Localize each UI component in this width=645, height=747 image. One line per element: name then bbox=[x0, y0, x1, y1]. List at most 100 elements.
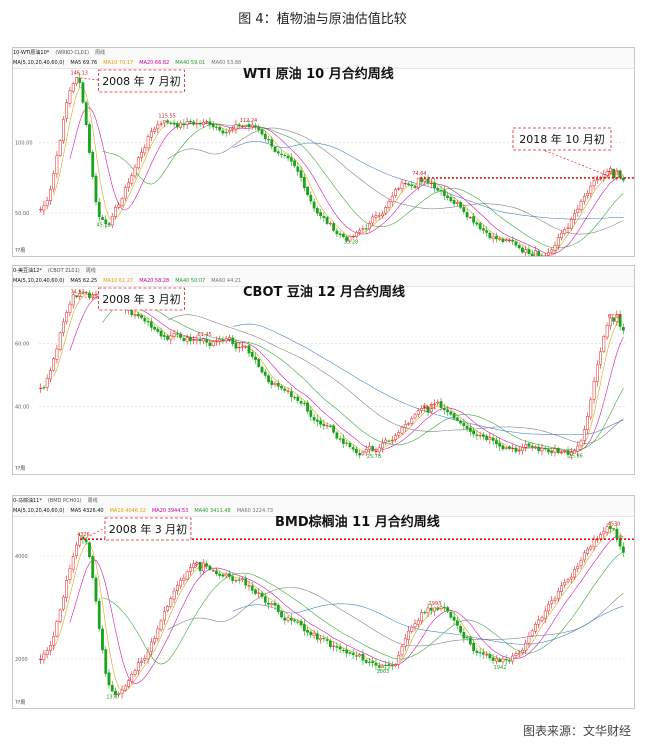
candle bbox=[455, 416, 459, 422]
candle bbox=[524, 439, 528, 452]
candle bbox=[215, 568, 218, 577]
candle-body bbox=[283, 155, 287, 157]
candle bbox=[573, 566, 576, 580]
candle-body bbox=[605, 526, 609, 533]
candle bbox=[78, 73, 82, 88]
candle-body bbox=[211, 570, 215, 572]
candle bbox=[368, 220, 371, 232]
candle bbox=[221, 128, 225, 136]
candle-body bbox=[446, 409, 449, 413]
candle-body bbox=[172, 590, 176, 600]
candle-body bbox=[374, 450, 378, 452]
candle bbox=[452, 196, 456, 208]
candle-body bbox=[368, 446, 371, 450]
candle bbox=[368, 657, 371, 667]
candle bbox=[550, 447, 554, 456]
candle-body bbox=[270, 380, 274, 385]
candle-body bbox=[592, 180, 596, 186]
candle-body bbox=[228, 129, 231, 133]
candle-body bbox=[208, 342, 212, 346]
candle bbox=[260, 590, 264, 599]
candle-body bbox=[560, 232, 563, 239]
price-annotation: 25.78 bbox=[367, 454, 381, 460]
candle bbox=[586, 546, 589, 556]
candle-body bbox=[175, 123, 179, 128]
candle-body bbox=[612, 528, 615, 530]
candle-body bbox=[335, 432, 339, 439]
candle bbox=[576, 441, 580, 457]
candle bbox=[88, 122, 91, 155]
candle-body bbox=[140, 315, 143, 318]
candle-body bbox=[49, 370, 52, 380]
candle bbox=[384, 205, 388, 216]
candle-body bbox=[485, 654, 489, 656]
candle bbox=[322, 212, 326, 222]
candle bbox=[420, 609, 423, 625]
candle bbox=[130, 172, 134, 187]
candle bbox=[514, 239, 518, 248]
candle-body bbox=[289, 618, 293, 621]
candle-body bbox=[351, 653, 355, 656]
candle bbox=[42, 649, 46, 664]
candle bbox=[202, 118, 205, 128]
ma-legend: MA(5,10,20,40,60,0) MA5 62.25 MA10 61.27 MA… bbox=[13, 276, 634, 287]
chart-svg-soyoil: 60.00 40.00 74.93 61.45 38.11 67.08 25.78 25.86… bbox=[15, 284, 625, 472]
candle-body bbox=[162, 120, 166, 124]
candle-body bbox=[592, 539, 596, 547]
y-tick-label: 4000 bbox=[15, 554, 28, 560]
candle-body bbox=[403, 424, 407, 428]
candle bbox=[455, 616, 459, 630]
candle bbox=[566, 222, 570, 234]
candle-body bbox=[257, 359, 261, 367]
candle bbox=[257, 588, 261, 599]
candle-body bbox=[169, 598, 173, 607]
candle bbox=[244, 344, 248, 349]
candle-body bbox=[241, 578, 244, 581]
candle-body bbox=[521, 447, 524, 452]
candle bbox=[319, 417, 322, 428]
candle-body bbox=[436, 187, 440, 191]
contract-code: (WRKD CL01) bbox=[55, 50, 89, 56]
candle-body bbox=[459, 202, 462, 208]
ma20-value: MA20 58.28 bbox=[139, 278, 170, 284]
candle-body bbox=[159, 123, 163, 125]
candle bbox=[143, 315, 147, 325]
candle-body bbox=[114, 207, 117, 217]
candle bbox=[560, 581, 563, 596]
candle-body bbox=[358, 453, 362, 456]
candle bbox=[478, 648, 482, 658]
candle-body bbox=[586, 416, 589, 430]
candle bbox=[280, 150, 283, 159]
candle-body bbox=[468, 637, 472, 645]
candle bbox=[120, 685, 124, 699]
candle bbox=[263, 592, 267, 607]
candle bbox=[410, 625, 414, 634]
candle-body bbox=[361, 653, 365, 661]
candle-body bbox=[205, 563, 209, 567]
candle bbox=[91, 149, 95, 180]
candle bbox=[478, 221, 482, 232]
candle-body bbox=[110, 215, 114, 226]
candle-body bbox=[81, 82, 85, 103]
candle-body bbox=[315, 419, 319, 422]
candle bbox=[495, 232, 498, 243]
callout-box bbox=[512, 127, 612, 151]
candle-body bbox=[156, 628, 160, 639]
candle-body bbox=[618, 314, 622, 327]
candle-body bbox=[192, 121, 196, 125]
candle bbox=[75, 77, 78, 87]
candle-body bbox=[195, 562, 199, 565]
candle-body bbox=[263, 596, 267, 603]
candle bbox=[361, 649, 365, 665]
candle-body bbox=[521, 650, 524, 653]
candle bbox=[156, 120, 160, 134]
candle bbox=[215, 123, 218, 131]
candle-body bbox=[234, 124, 238, 130]
candle bbox=[397, 186, 401, 191]
candle bbox=[621, 175, 625, 183]
candle-body bbox=[162, 335, 166, 337]
candle bbox=[387, 439, 391, 443]
candle-body bbox=[237, 579, 241, 581]
candle bbox=[237, 576, 241, 584]
candle bbox=[534, 445, 537, 450]
